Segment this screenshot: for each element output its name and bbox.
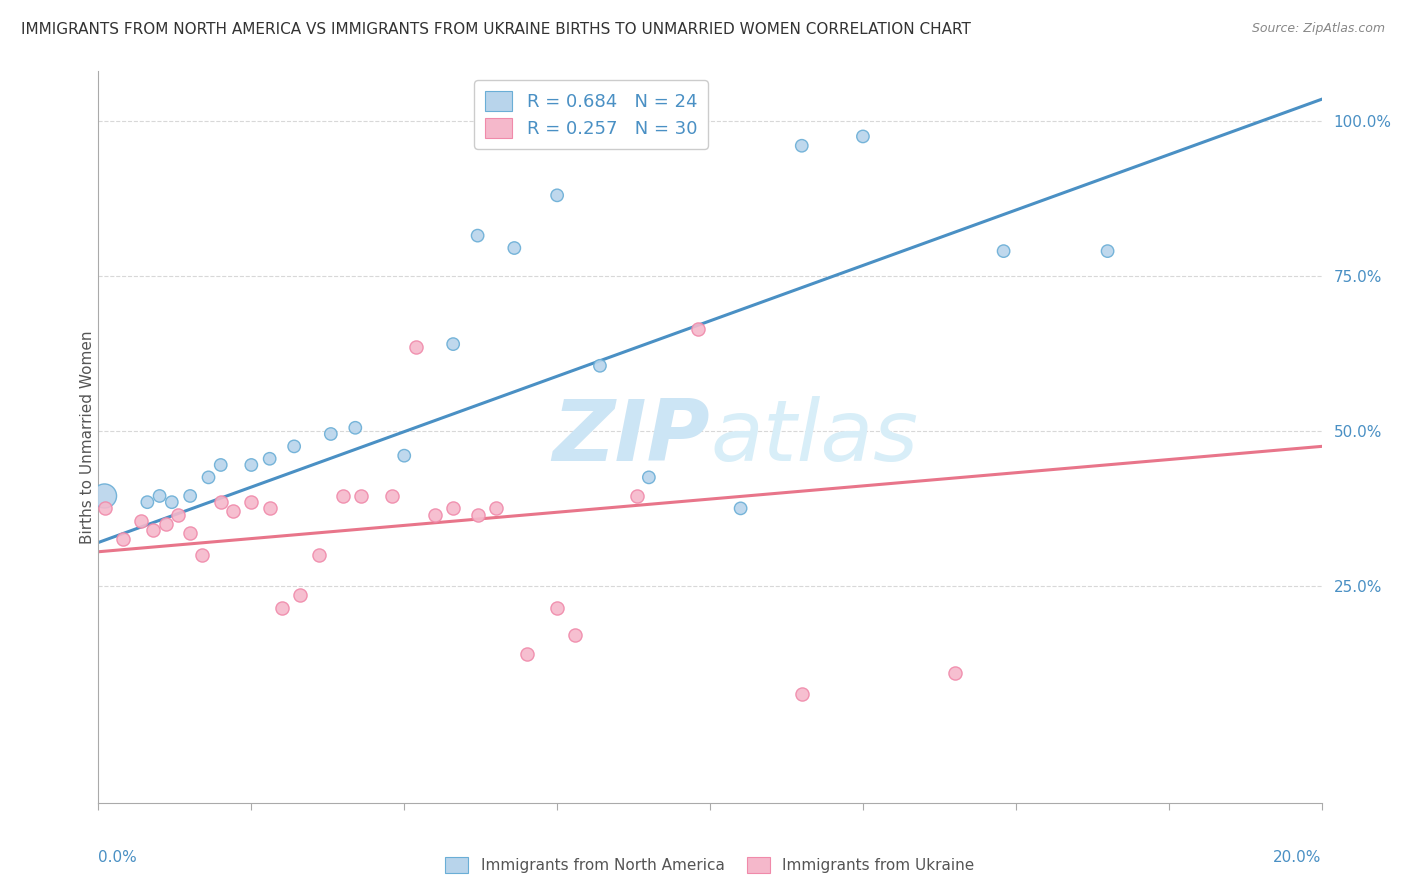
Point [503, 241, 526, 255]
Point [332, 489, 354, 503]
Point [686, 321, 709, 335]
Point [142, 523, 165, 537]
Point [790, 687, 813, 701]
Text: atlas: atlas [710, 395, 918, 479]
Point [993, 244, 1015, 259]
Point [943, 665, 966, 680]
Point [467, 508, 489, 522]
Point [155, 516, 177, 531]
Point [467, 228, 489, 243]
Point [129, 514, 152, 528]
Point [290, 588, 312, 602]
Text: Source: ZipAtlas.com: Source: ZipAtlas.com [1251, 22, 1385, 36]
Point [191, 548, 214, 562]
Point [149, 489, 172, 503]
Point [392, 449, 416, 463]
Point [222, 504, 245, 518]
Point [423, 508, 446, 522]
Point [546, 600, 568, 615]
Point [136, 495, 159, 509]
Point [259, 451, 281, 466]
Point [485, 501, 508, 516]
Point [730, 501, 752, 516]
Point [381, 489, 404, 503]
Point [93, 489, 115, 503]
Point [240, 458, 263, 472]
Point [790, 138, 813, 153]
Point [167, 508, 190, 522]
Point [405, 340, 427, 354]
Legend: Immigrants from North America, Immigrants from Ukraine: Immigrants from North America, Immigrant… [439, 850, 981, 880]
Point [179, 489, 201, 503]
Point [546, 188, 568, 202]
Point [441, 501, 464, 516]
Point [240, 495, 263, 509]
Point [564, 628, 586, 642]
Text: 0.0%: 0.0% [98, 850, 138, 865]
Point [209, 495, 232, 509]
Point [93, 501, 115, 516]
Text: ZIP: ZIP [553, 395, 710, 479]
Point [111, 533, 134, 547]
Point [259, 501, 281, 516]
Text: 20.0%: 20.0% [1274, 850, 1322, 865]
Point [589, 359, 612, 373]
Point [637, 470, 661, 484]
Point [344, 421, 367, 435]
Text: IMMIGRANTS FROM NORTH AMERICA VS IMMIGRANTS FROM UKRAINE BIRTHS TO UNMARRIED WOM: IMMIGRANTS FROM NORTH AMERICA VS IMMIGRA… [21, 22, 972, 37]
Point [270, 600, 292, 615]
Point [626, 489, 648, 503]
Point [350, 489, 373, 503]
Point [1097, 244, 1119, 259]
Point [441, 337, 464, 351]
Point [308, 548, 330, 562]
Point [179, 526, 201, 541]
Point [516, 647, 538, 661]
Point [319, 427, 342, 442]
Point [852, 129, 875, 144]
Y-axis label: Births to Unmarried Women: Births to Unmarried Women [80, 330, 94, 544]
Point [209, 458, 232, 472]
Point [160, 495, 183, 509]
Point [197, 470, 219, 484]
Point [283, 439, 305, 453]
